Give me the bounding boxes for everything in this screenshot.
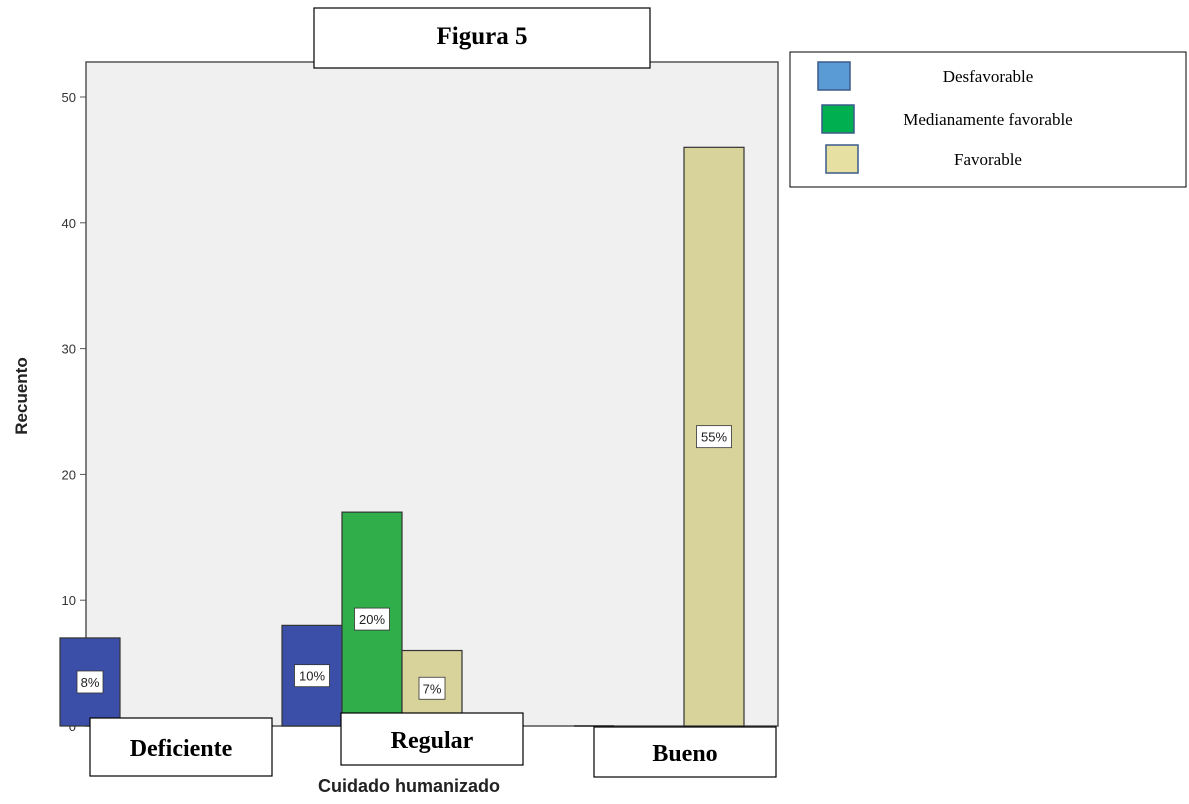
- category-labels: Deficiente Regular Bueno: [89, 712, 777, 778]
- legend: Desfavorable Medianamente favorable Favora…: [817, 61, 1073, 174]
- data-label: 10%: [299, 669, 325, 684]
- category-box: [89, 717, 273, 777]
- data-label-box: [294, 664, 330, 688]
- data-label: 7%: [423, 681, 442, 696]
- legend-swatch: [817, 61, 851, 91]
- x-axis-label: Cuidado humanizado: [318, 776, 500, 796]
- y-tick-label: 30: [62, 342, 76, 357]
- title-box: [313, 7, 651, 69]
- data-label-box: [354, 607, 390, 631]
- data-label-box: [76, 670, 104, 694]
- legend-swatch: [825, 144, 859, 174]
- legend-swatch: [821, 104, 855, 134]
- y-tick-label: 40: [62, 216, 76, 231]
- plot-area: [85, 61, 779, 727]
- category-label-regular: Regular: [391, 728, 474, 754]
- category-box: [340, 712, 524, 766]
- legend-label: Desfavorable: [943, 67, 1034, 86]
- category-box: [593, 726, 777, 778]
- y-tick-label: 10: [62, 593, 76, 608]
- chart-title: Figura 5: [437, 23, 528, 50]
- category-label-bueno: Bueno: [652, 741, 717, 767]
- data-label-box: [418, 676, 446, 700]
- legend-label: Favorable: [954, 150, 1022, 169]
- bar-labels: 8% 10% 20% 7% 55%: [76, 425, 732, 700]
- legend-label: Medianamente favorable: [903, 110, 1072, 129]
- y-axis-label: Recuento: [12, 357, 31, 434]
- data-label: 8%: [81, 675, 100, 690]
- y-tick-label: 50: [62, 90, 76, 105]
- y-tick-label: 20: [62, 467, 76, 482]
- data-label-box: [696, 425, 732, 449]
- category-label-deficiente: Deficiente: [130, 736, 233, 762]
- data-label: 20%: [359, 612, 385, 627]
- data-label: 55%: [701, 430, 727, 445]
